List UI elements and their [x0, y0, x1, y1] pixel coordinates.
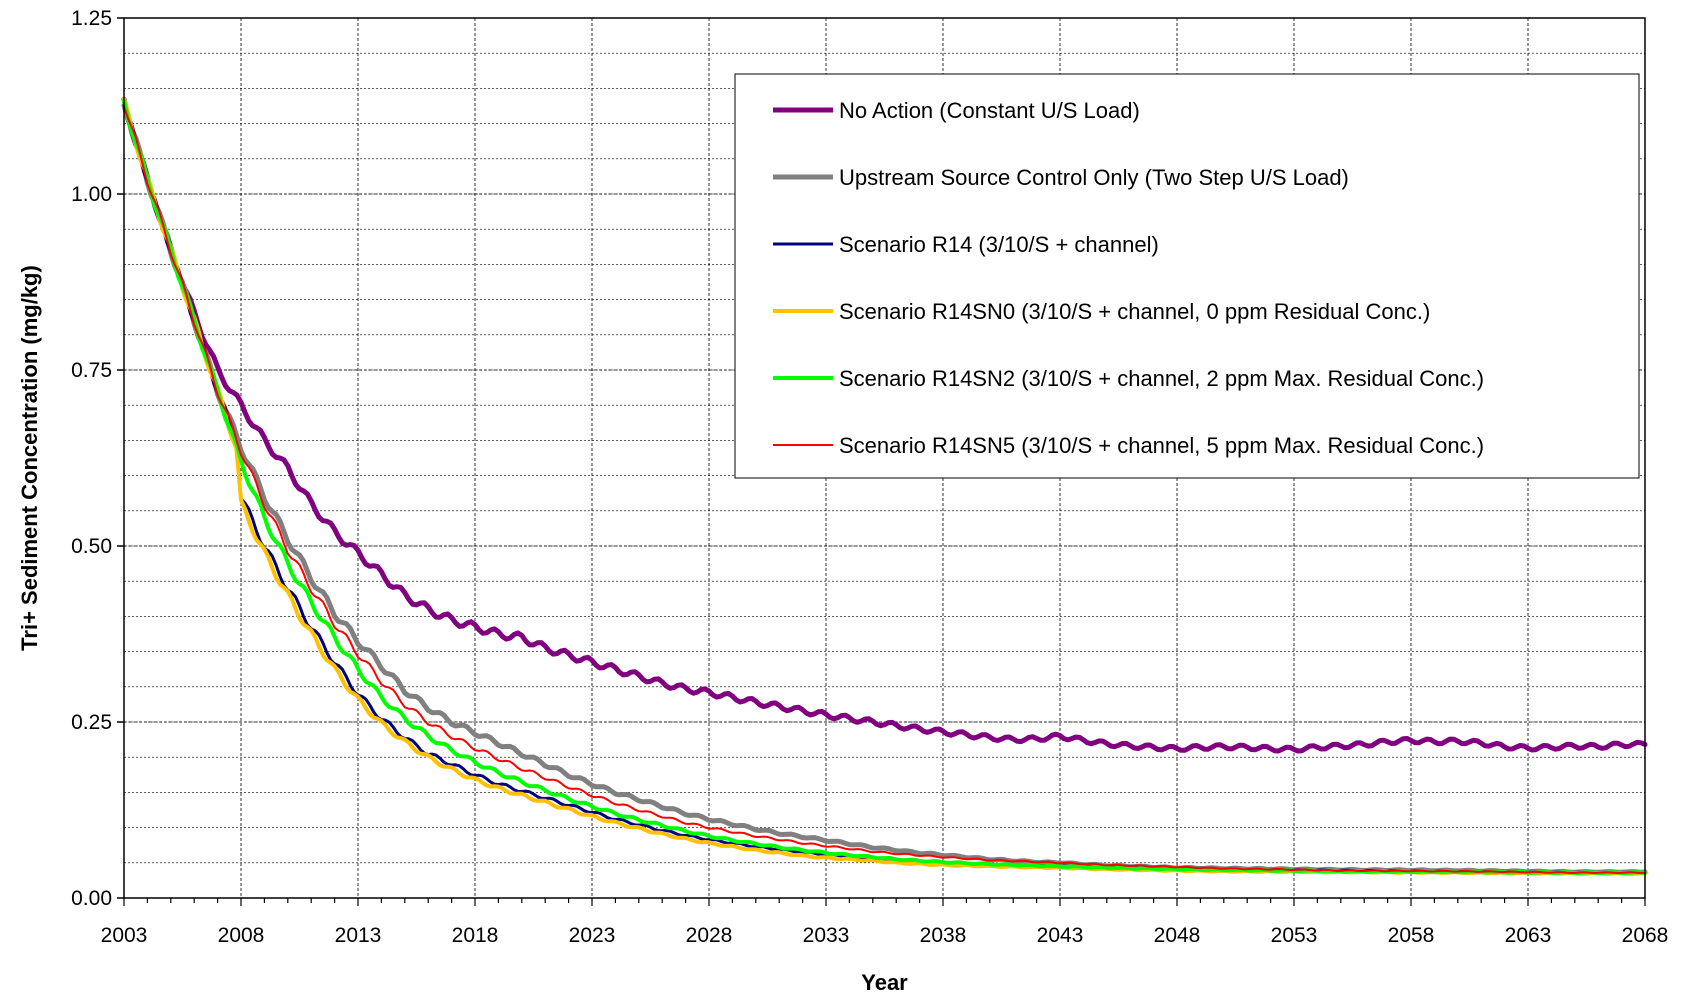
x-tick-label: 2018	[452, 924, 499, 947]
x-tick-label: 2033	[803, 924, 850, 947]
x-tick-label: 2028	[686, 924, 733, 947]
legend-label: Scenario R14SN2 (3/10/S + channel, 2 ppm…	[839, 366, 1484, 391]
x-axis-title: Year	[861, 970, 908, 995]
x-tick-label: 2063	[1505, 924, 1552, 947]
y-axis-title: Tri+ Sediment Concentration (mg/kg)	[17, 265, 42, 651]
x-tick-label: 2013	[335, 924, 382, 947]
x-tick-label: 2023	[569, 924, 616, 947]
series-line	[123, 105, 1646, 874]
x-tick-label: 2008	[218, 924, 265, 947]
y-tick-label: 1.25	[71, 7, 112, 30]
legend-label: Upstream Source Control Only (Two Step U…	[839, 165, 1349, 190]
legend-label: No Action (Constant U/S Load)	[839, 98, 1140, 123]
legend-label: Scenario R14SN0 (3/10/S + channel, 0 ppm…	[839, 299, 1430, 324]
y-tick-label: 0.50	[71, 535, 112, 558]
y-tick-label: 0.00	[71, 887, 112, 910]
series-line	[122, 99, 1647, 875]
x-axis-ticks: 2003 2008 2013 2018 2023 2028 2033 2038 2043 2048…	[101, 898, 1669, 947]
plot-area-frame	[123, 17, 1646, 899]
y-tick-label: 1.00	[71, 183, 112, 206]
x-tick-label: 2048	[1154, 924, 1201, 947]
y-axis-ticks: 0.00 0.25 0.50 0.75 1.00 1.25	[71, 7, 124, 910]
y-tick-label: 0.75	[71, 359, 112, 382]
legend-label: Scenario R14SN5 (3/10/S + channel, 5 ppm…	[839, 433, 1484, 458]
x-tick-label: 2043	[1037, 924, 1084, 947]
x-tick-label: 2068	[1622, 924, 1669, 947]
series-lines	[121, 96, 1648, 876]
legend-box	[734, 73, 1640, 479]
x-tick-label: 2058	[1388, 924, 1435, 947]
legend-label: Scenario R14 (3/10/S + channel)	[839, 232, 1159, 257]
x-tick-label: 2038	[920, 924, 967, 947]
y-tick-label: 0.25	[71, 711, 112, 734]
x-tick-label: 2003	[101, 924, 148, 947]
series-line	[121, 96, 1648, 754]
legend: No Action (Constant U/S Load) Upstream So…	[734, 73, 1640, 479]
x-tick-label: 2053	[1271, 924, 1318, 947]
